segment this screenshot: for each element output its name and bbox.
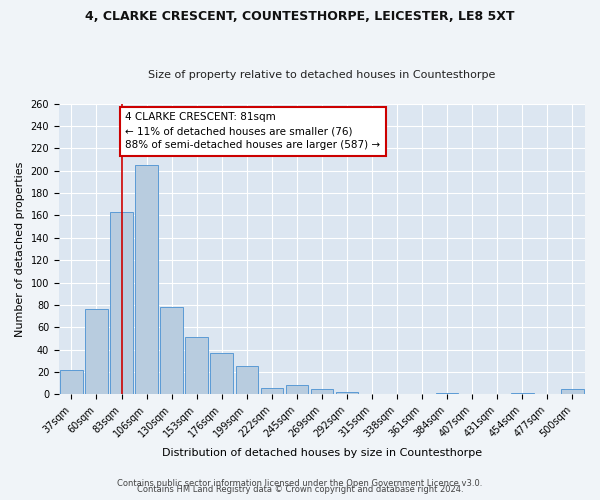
Bar	[561, 389, 584, 394]
Text: Contains HM Land Registry data © Crown copyright and database right 2024.: Contains HM Land Registry data © Crown c…	[137, 486, 463, 494]
Bar	[286, 386, 308, 394]
Text: 4 CLARKE CRESCENT: 81sqm
← 11% of detached houses are smaller (76)
88% of semi-d: 4 CLARKE CRESCENT: 81sqm ← 11% of detach…	[125, 112, 380, 150]
Bar	[260, 388, 283, 394]
X-axis label: Distribution of detached houses by size in Countesthorpe: Distribution of detached houses by size …	[162, 448, 482, 458]
Bar	[211, 353, 233, 395]
Bar	[185, 338, 208, 394]
Bar	[311, 389, 333, 394]
Bar	[336, 392, 358, 394]
Bar	[60, 370, 83, 394]
Bar	[160, 307, 183, 394]
Bar	[136, 165, 158, 394]
Bar	[110, 212, 133, 394]
Bar	[236, 366, 258, 394]
Text: 4, CLARKE CRESCENT, COUNTESTHORPE, LEICESTER, LE8 5XT: 4, CLARKE CRESCENT, COUNTESTHORPE, LEICE…	[85, 10, 515, 23]
Title: Size of property relative to detached houses in Countesthorpe: Size of property relative to detached ho…	[148, 70, 496, 81]
Text: Contains public sector information licensed under the Open Government Licence v3: Contains public sector information licen…	[118, 478, 482, 488]
Y-axis label: Number of detached properties: Number of detached properties	[15, 162, 25, 336]
Bar	[85, 310, 108, 394]
